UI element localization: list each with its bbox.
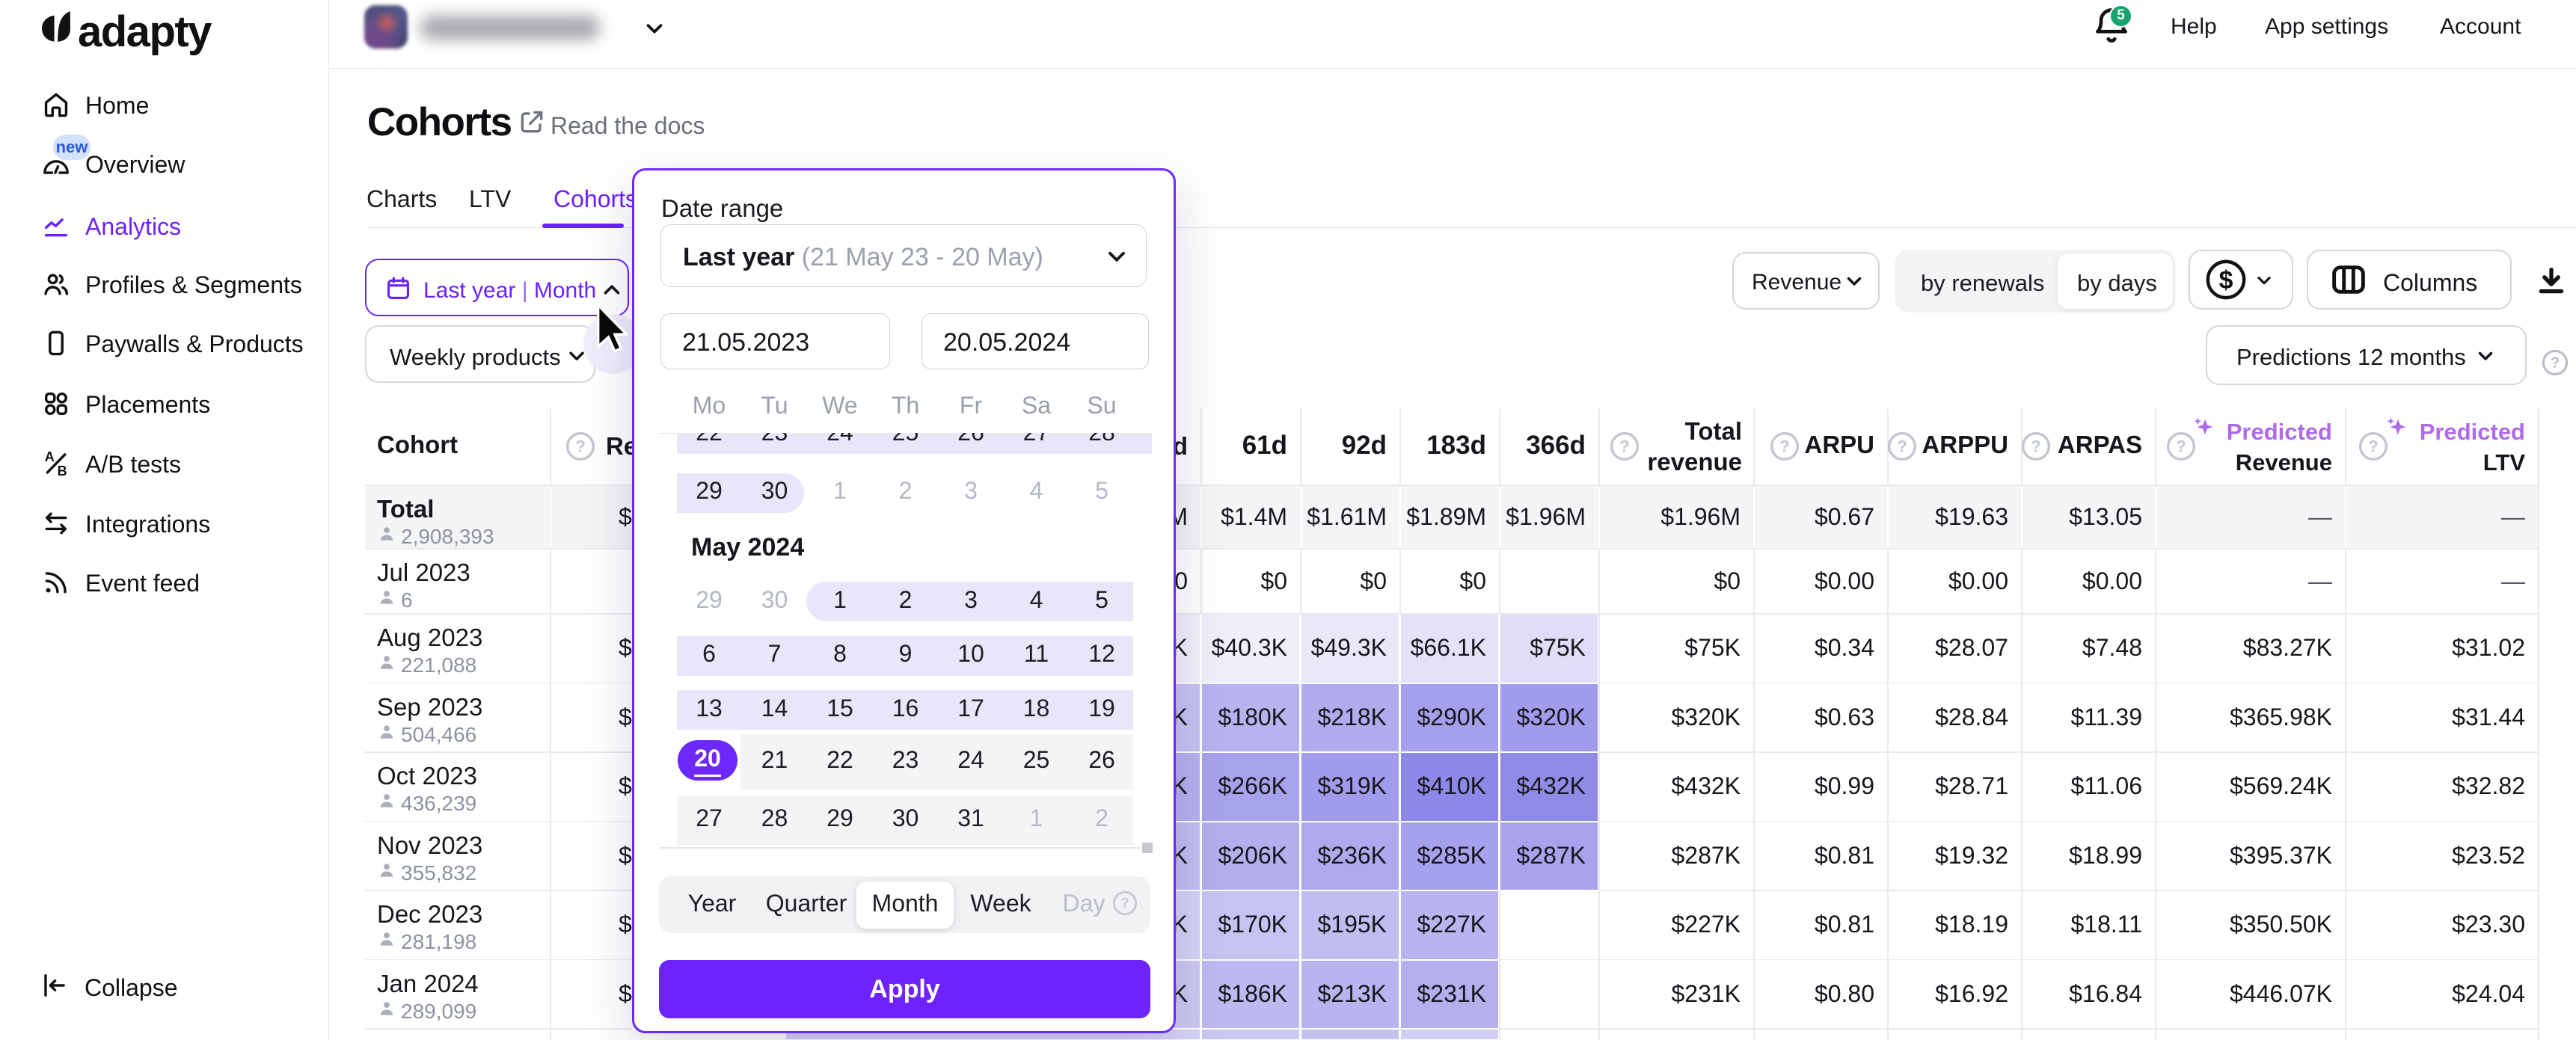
svg-text:$: $ <box>2219 266 2233 295</box>
svg-text:A: A <box>45 449 55 464</box>
svg-text:?: ? <box>2176 437 2186 455</box>
svg-text:?: ? <box>1779 437 1790 455</box>
svg-text:B: B <box>58 464 67 478</box>
svg-text:?: ? <box>575 437 586 455</box>
svg-text:?: ? <box>2031 437 2041 455</box>
svg-text:?: ? <box>2368 437 2379 455</box>
svg-text:?: ? <box>1120 896 1129 911</box>
svg-text:?: ? <box>2551 355 2560 372</box>
svg-text:?: ? <box>1897 437 1907 455</box>
svg-text:?: ? <box>1619 437 1630 455</box>
